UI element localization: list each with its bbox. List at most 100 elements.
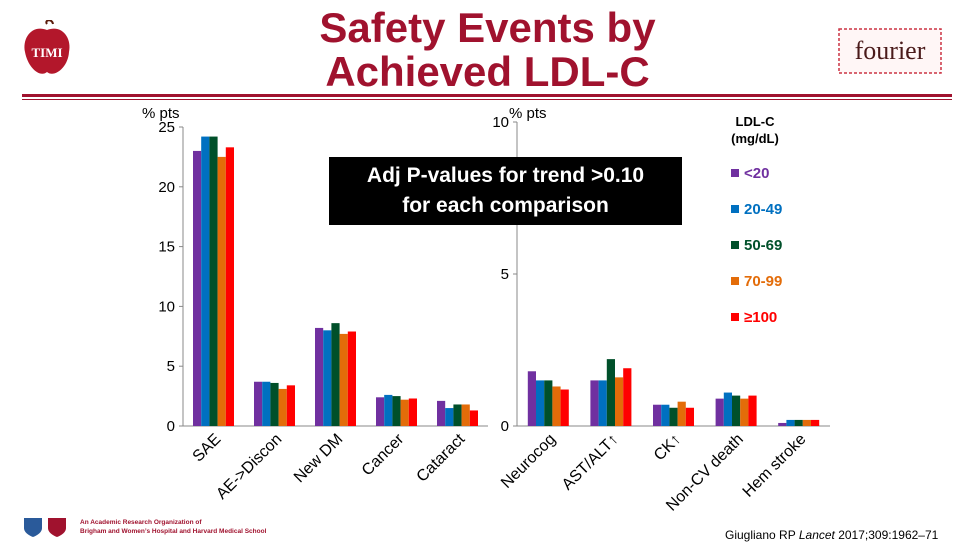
bar-ck-series-4 [677, 401, 686, 426]
legend-label: ≥100 [744, 308, 778, 326]
bar-astalt-series-5 [623, 368, 632, 426]
legend-title-line-2: (mg/dL) [731, 131, 779, 146]
callout-line-2: for each comparison [402, 194, 609, 217]
timi-logo-apple [24, 28, 70, 74]
bar-cancer-series-1 [376, 397, 385, 426]
citation: Giugliano RP Lancet 2017;309:1962–71 [725, 528, 938, 542]
citation-details: 2017;309:1962–71 [834, 528, 939, 542]
legend-swatch [731, 313, 739, 321]
bar-hemstroke-series-3 [794, 419, 803, 426]
page-title: Safety Events by Achieved LDL-C [200, 6, 775, 94]
bar-neurocog-series-1 [527, 371, 536, 426]
legend-label: 50-69 [744, 236, 783, 254]
legend-item: 50-69 [731, 236, 782, 254]
header-rule-thin [22, 99, 952, 100]
org-line-1: An Academic Research Organization of [80, 519, 202, 526]
category-label: Hem stroke [740, 431, 810, 501]
bar-astalt-series-1 [590, 380, 599, 426]
callout-line-1: Adj P-values for trend >0.10 [366, 164, 645, 187]
bar-ck-series-1 [653, 404, 662, 426]
y-tick-label: 10 [158, 298, 175, 315]
category-label: SAE [190, 431, 225, 466]
y-axis-label-2: % pts [509, 105, 547, 122]
y-tick-label: 10 [492, 114, 509, 131]
bar-astalt-series-2 [598, 380, 607, 426]
citation-author: Giugliano RP [725, 528, 796, 542]
bar-noncvdeath-series-3 [732, 395, 741, 426]
y-tick-label: 0 [501, 418, 509, 435]
y-tick-label: 0 [167, 418, 175, 435]
bar-ck-series-5 [685, 407, 694, 426]
bar-newdm-series-1 [315, 327, 324, 426]
bar-cancer-series-2 [384, 394, 393, 426]
bar-astalt-series-3 [606, 359, 615, 426]
bar-neurocog-series-5 [560, 389, 569, 426]
bar-hemstroke-series-2 [786, 419, 795, 426]
fourier-logo-frame [838, 28, 942, 74]
bar-cancer-series-4 [400, 399, 409, 426]
citation-journal: Lancet [798, 528, 835, 542]
category-label: Neurocog [498, 431, 559, 492]
category-label: AE->Discon [213, 431, 285, 503]
bar-aediscon-series-2 [262, 381, 271, 426]
bar-newdm-series-4 [339, 333, 348, 426]
bwh-shield-icon [24, 518, 42, 537]
bar-cancer-series-3 [392, 396, 401, 426]
y-tick-label: 15 [158, 239, 175, 256]
bar-cataract-series-1 [437, 400, 446, 426]
bar-ck-series-3 [669, 407, 678, 426]
bar-sae-series-3 [209, 136, 218, 426]
bar-sae-series-2 [201, 136, 210, 426]
bar-cataract-series-5 [469, 410, 478, 426]
bar-aediscon-series-4 [278, 388, 287, 426]
legend-swatch [731, 277, 739, 285]
bar-cataract-series-2 [445, 408, 454, 426]
bar-astalt-series-4 [615, 377, 624, 426]
legend-item: ≥100 [731, 308, 777, 326]
bar-aediscon-series-3 [270, 382, 279, 426]
title-line-2: Achieved LDL-C [325, 48, 650, 95]
fourier-logo: fourier [838, 28, 942, 74]
legend-item: 20-49 [731, 200, 782, 218]
y-tick-label: 5 [167, 358, 175, 375]
y-tick-label: 5 [501, 266, 509, 283]
bar-sae-series-4 [217, 156, 226, 426]
harvard-shield-icon [48, 518, 66, 537]
timi-logo-leaf [45, 20, 54, 25]
institution-logos [24, 518, 66, 537]
bar-neurocog-series-3 [544, 380, 553, 426]
bar-hemstroke-series-4 [802, 419, 811, 426]
bar-cancer-series-5 [408, 398, 417, 426]
legend-label: 70-99 [744, 272, 783, 290]
bar-aediscon-series-5 [286, 385, 295, 426]
timi-logo-text: TIMI [31, 45, 62, 60]
legend-item: <20 [731, 164, 769, 182]
legend-title: LDL-C (mg/dL) [700, 113, 810, 147]
organization-footer: An Academic Research Organization of Bri… [80, 518, 266, 536]
legend-title-line-1: LDL-C [735, 114, 775, 129]
bar-newdm-series-5 [347, 331, 356, 426]
legend-label: 20-49 [744, 200, 783, 218]
fourier-logo-text: fourier [855, 36, 926, 65]
bar-neurocog-series-2 [536, 380, 545, 426]
timi-logo: TIMI [24, 20, 70, 74]
bar-newdm-series-2 [323, 330, 332, 426]
bar-cataract-series-4 [461, 404, 470, 426]
org-line-2: Brigham and Women’s Hospital and Harvard… [80, 528, 267, 535]
bar-sae-series-5 [225, 147, 234, 426]
bar-ck-series-2 [661, 404, 670, 426]
bar-hemstroke-series-1 [778, 422, 787, 426]
category-label: AST/ALT↑ [559, 431, 622, 494]
header-rule-thick [22, 94, 952, 97]
bar-noncvdeath-series-5 [748, 395, 757, 426]
bar-noncvdeath-series-4 [740, 398, 749, 426]
bar-hemstroke-series-5 [811, 419, 820, 426]
y-axis-label-1: % pts [142, 105, 180, 122]
category-label: New DM [291, 431, 346, 486]
category-label: CK↑ [651, 431, 684, 464]
bar-aediscon-series-1 [254, 381, 263, 426]
bar-newdm-series-3 [331, 323, 340, 426]
category-label: Cataract [414, 430, 469, 485]
bar-noncvdeath-series-2 [723, 392, 732, 426]
legend-swatch [731, 205, 739, 213]
